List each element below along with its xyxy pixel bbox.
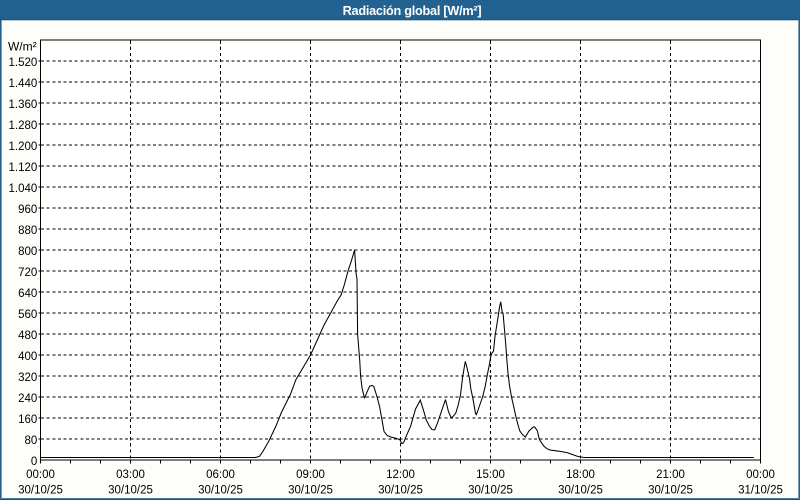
svg-text:30/10/25: 30/10/25 xyxy=(18,485,63,497)
svg-text:30/10/25: 30/10/25 xyxy=(648,485,693,497)
svg-text:1.360: 1.360 xyxy=(9,99,38,111)
svg-text:1.440: 1.440 xyxy=(9,78,38,90)
svg-text:30/10/25: 30/10/25 xyxy=(108,485,153,497)
svg-text:03:00: 03:00 xyxy=(116,469,145,481)
svg-text:W/m²: W/m² xyxy=(8,40,37,54)
svg-text:15:00: 15:00 xyxy=(476,469,505,481)
svg-text:30/10/25: 30/10/25 xyxy=(288,485,333,497)
svg-text:400: 400 xyxy=(18,351,37,363)
svg-text:30/10/25: 30/10/25 xyxy=(468,485,513,497)
svg-text:1.520: 1.520 xyxy=(9,57,38,69)
svg-text:720: 720 xyxy=(18,267,37,279)
svg-text:12:00: 12:00 xyxy=(386,469,415,481)
svg-text:0: 0 xyxy=(31,456,37,468)
svg-text:640: 640 xyxy=(18,288,37,300)
svg-text:240: 240 xyxy=(18,393,37,405)
svg-text:09:00: 09:00 xyxy=(296,469,325,481)
svg-text:800: 800 xyxy=(18,246,37,258)
svg-text:320: 320 xyxy=(18,372,37,384)
svg-text:80: 80 xyxy=(25,435,38,447)
svg-text:1.280: 1.280 xyxy=(9,120,38,132)
svg-text:160: 160 xyxy=(18,414,37,426)
svg-text:1.200: 1.200 xyxy=(9,141,38,153)
svg-text:30/10/25: 30/10/25 xyxy=(198,485,243,497)
svg-text:480: 480 xyxy=(18,330,37,342)
svg-text:30/10/25: 30/10/25 xyxy=(378,485,423,497)
svg-text:18:00: 18:00 xyxy=(566,469,595,481)
svg-text:31/10/25: 31/10/25 xyxy=(738,485,783,497)
svg-text:00:00: 00:00 xyxy=(746,469,775,481)
svg-text:Radiación global [W/m²]: Radiación global [W/m²] xyxy=(343,4,482,18)
svg-text:960: 960 xyxy=(18,204,37,216)
svg-text:1.120: 1.120 xyxy=(9,162,38,174)
svg-text:06:00: 06:00 xyxy=(206,469,235,481)
svg-text:00:00: 00:00 xyxy=(26,469,55,481)
svg-text:1.040: 1.040 xyxy=(9,183,38,195)
svg-text:30/10/25: 30/10/25 xyxy=(558,485,603,497)
svg-text:880: 880 xyxy=(18,225,37,237)
svg-text:21:00: 21:00 xyxy=(656,469,685,481)
svg-text:560: 560 xyxy=(18,309,37,321)
